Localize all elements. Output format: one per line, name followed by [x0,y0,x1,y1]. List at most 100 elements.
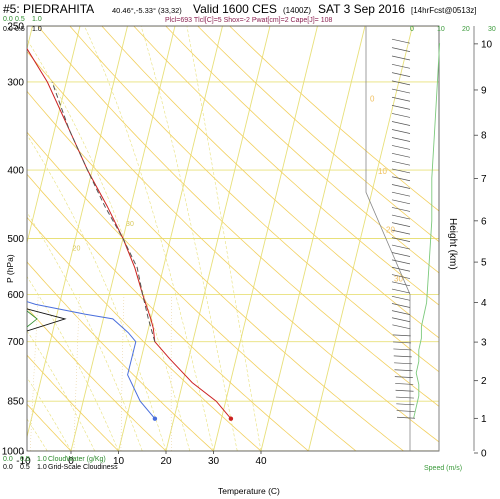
temperature-surface-marker [228,416,234,421]
isotherm-line [260,26,366,451]
wind-barb [391,199,411,205]
wind-barb [391,152,411,158]
height-tick-label: 8 [481,131,487,142]
wind-barb [391,63,411,69]
height-tick-label: 4 [481,298,487,309]
dry-adiabat-line [229,26,439,212]
mixing-ratio-line [73,294,80,451]
wind-barb [393,355,412,358]
sounding-parameters: Plcl=693 Tlcl[C]=5 Shox=-2 Pwat[cm]=2 Ca… [165,17,332,24]
wind-barb [392,324,411,330]
height-axis-title: Height (km) [447,218,458,270]
profiles [27,47,234,421]
bottom-cloudwater-tick: 1.0 [37,456,47,463]
moist-adiabat-line [27,330,96,451]
moist-adiabat-line [27,276,119,451]
moist-adiabat-line [27,38,191,451]
wind-barb [391,310,411,315]
isotherm-label: 10 [19,268,27,275]
wind-barb [391,281,411,287]
moist-adiabat-line [27,377,72,451]
dewpoint-profile-line [27,301,156,420]
pressure-tick-label: 850 [7,397,24,408]
wind-panel-outline [365,26,411,451]
bottom-cloudiness-scale: 0.0 0.5 1.0 Grid-Scale Cloudiness [3,464,118,471]
wind-barb [394,362,413,365]
wind-barb [391,222,411,227]
dry-adiabat-line [69,26,439,373]
wind-barb [395,383,414,385]
station-name: #5: PIEDRAHITA [3,2,94,16]
wind-barb [391,72,411,77]
pressure-tick-label: 600 [7,290,24,301]
top-cloudwater-tick: 0.5 [15,16,25,23]
bottom-cloudiness-tick: 1.0 [37,464,47,471]
dry-adiabat-line [37,26,439,407]
height-tick-label: 2 [481,376,487,387]
wind-barb [391,38,411,44]
pressure-tick-label: 400 [7,166,24,177]
pressure-tick-label: 250 [7,22,24,33]
parcel-profile-line [51,81,156,342]
height-tick-label: 5 [481,258,487,269]
speed-tick: 0 [410,26,414,33]
pressure-tick-label: 500 [7,234,24,245]
height-tick-label: 0 [481,449,487,460]
wind-barb [391,317,411,323]
wind-barb [396,403,415,406]
speed-scale-top: 0 10 20 30 [410,26,496,33]
moist-adiabat-line [186,26,262,451]
bottom-cloudwater-scale: 0.0 0.5 1.0 CloudWater (g/Kg) [3,456,106,463]
wind-barb [391,168,411,174]
dry-adiabat-label: 30 [394,274,403,283]
top-cloudwater-tick: 0.0 [3,16,13,23]
temperature-tick-label: -10 [16,456,31,467]
wind-barb [396,416,416,419]
axes-labels: 1000850700600500400300250-30-20-10010203… [2,22,493,468]
valid-time: Valid 1600 CES [193,2,277,16]
dewpoint-surface-marker [152,416,158,421]
wind-barb [391,105,411,110]
wind-barb [393,348,412,351]
wind-barb [391,214,411,220]
dry-adiabat-line [101,26,439,339]
dry-adiabat-line [27,261,214,451]
station-coords: 40.46°,-5.33° (33,32) [112,6,182,15]
speed-axis-label: Speed (m/s) [424,465,462,472]
valid-date: SAT 3 Sep 2016 [318,2,405,16]
dry-adiabat-line [27,173,309,451]
wind-barb [396,410,415,412]
dry-adiabat-line [27,403,72,451]
wind-barb [391,80,411,86]
isotherm-line [308,26,413,451]
wind-barb [391,137,411,142]
wind-barb [391,88,411,94]
bottom-cloudwater-tick: 0.5 [20,456,30,463]
dry-adiabat-line [27,51,439,443]
wind-barb [391,47,411,52]
wind-barb [391,229,411,235]
wind-barb [391,160,411,166]
speed-tick: 30 [488,26,496,33]
isotherm-line [27,26,128,439]
speed-tick: 10 [437,26,445,33]
dry-adiabat-line [133,26,439,306]
temperature-tick-label: 30 [208,456,220,467]
wind-barb [391,55,411,61]
top-cloudiness-tick: 0.5 [15,26,25,33]
bottom-cloudiness-tick: 0.0 [3,464,13,471]
height-tick-label: 9 [481,85,487,96]
isotherm-label: 20 [73,246,81,253]
valid-time-z: (1400Z) [283,6,311,15]
wind-barb [391,176,411,182]
wind-barb [391,121,411,126]
wind-barb [391,237,411,242]
top-cloudwater-tick: 1.0 [32,16,42,23]
moist-adiabat-line [140,26,238,451]
top-cloudiness-scale: 0.0 0.5 1.0 [3,26,42,33]
wind-barb [393,341,412,344]
dry-adiabat-label: 20 [386,225,395,234]
wind-barb [391,113,411,118]
wind-barb [391,207,411,212]
